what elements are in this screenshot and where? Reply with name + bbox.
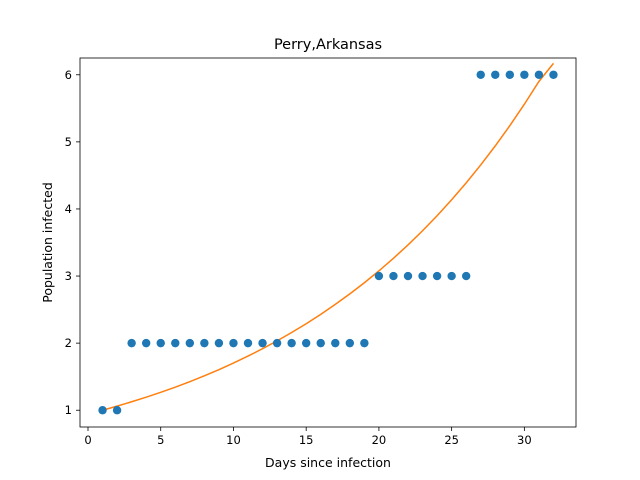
data-point	[112, 406, 122, 415]
data-point	[185, 338, 195, 348]
data-point	[345, 338, 355, 348]
y-axis-label: Population infected	[40, 182, 55, 303]
plot-frame	[79, 57, 577, 428]
data-point	[229, 338, 238, 348]
data-point	[171, 338, 180, 348]
y-tick-label: 2	[65, 336, 72, 350]
data-point	[127, 338, 136, 348]
data-point	[403, 271, 413, 281]
data-point	[432, 271, 442, 281]
data-point	[520, 70, 529, 79]
chart-title: Perry,Arkansas	[274, 37, 382, 53]
data-point	[98, 406, 107, 415]
data-point	[156, 338, 165, 348]
x-tick-label: 30	[517, 433, 532, 447]
data-points-layer	[98, 70, 558, 415]
data-point	[549, 70, 558, 79]
x-axis-label: Days since infection	[265, 455, 391, 470]
data-point	[374, 271, 384, 281]
data-point	[141, 338, 151, 348]
data-point	[316, 338, 325, 348]
data-point	[200, 338, 209, 348]
data-point	[272, 338, 282, 348]
data-point	[214, 338, 224, 348]
data-point	[331, 338, 340, 348]
data-point	[534, 70, 544, 79]
data-point	[447, 271, 456, 281]
data-point	[301, 338, 311, 348]
data-point	[505, 70, 515, 79]
x-tick-label: 5	[157, 433, 164, 447]
x-tick-label: 10	[226, 433, 241, 447]
data-point	[258, 338, 267, 348]
y-tick-label: 1	[65, 403, 72, 417]
data-point	[243, 338, 253, 348]
x-tick-label: 25	[444, 433, 459, 447]
data-point	[287, 338, 296, 348]
data-point	[360, 338, 369, 348]
data-point	[461, 271, 471, 281]
fit-line-layer	[102, 62, 555, 411]
y-tick-label: 6	[65, 68, 72, 82]
data-point	[476, 70, 485, 79]
y-tick-label: 5	[65, 135, 72, 149]
data-point	[418, 271, 427, 281]
plot-area	[80, 58, 576, 427]
y-axis-ticks: 1 2 3 4 5 6	[65, 68, 80, 417]
data-point	[389, 271, 398, 281]
x-tick-label: 20	[372, 433, 387, 447]
x-axis-ticks: 0 5 10 15 20 25 30	[84, 427, 532, 447]
x-tick-label: 0	[84, 433, 91, 447]
x-tick-label: 15	[299, 433, 314, 447]
data-point	[491, 70, 500, 79]
fit-line	[102, 62, 555, 411]
y-tick-label: 4	[65, 202, 72, 216]
y-tick-label: 3	[65, 269, 72, 283]
